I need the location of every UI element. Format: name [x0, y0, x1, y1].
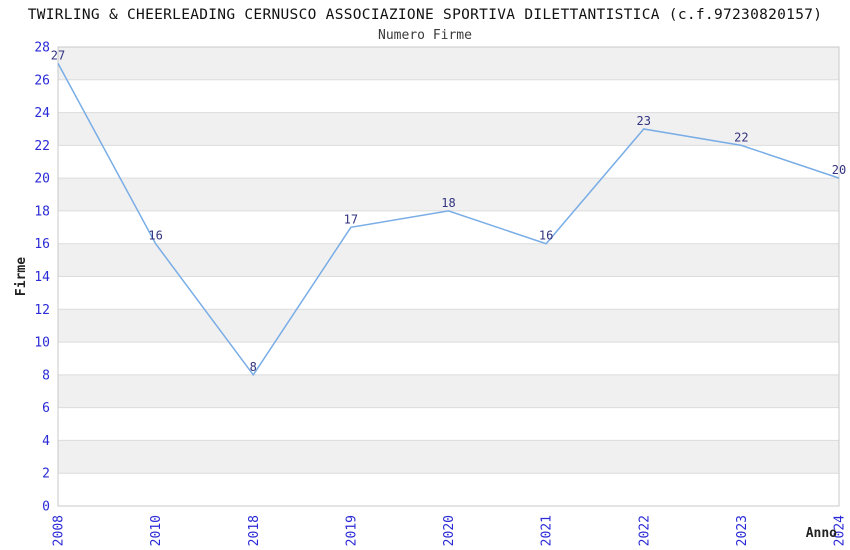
y-axis-title: Firme	[14, 257, 29, 296]
y-tick-label: 26	[34, 73, 50, 88]
x-tick-label: 2008	[52, 515, 67, 546]
plot-band	[58, 243, 839, 277]
y-tick-label: 12	[34, 303, 50, 318]
y-tick-label: 2	[42, 467, 50, 482]
y-tick-label: 14	[34, 270, 50, 285]
x-tick-label: 2023	[735, 515, 750, 546]
x-tick-label: 2019	[344, 515, 359, 546]
plot-band	[58, 440, 839, 474]
y-tick-label: 6	[42, 401, 50, 416]
plot-border	[57, 46, 840, 507]
series-line	[57, 63, 840, 377]
data-label: 22	[734, 130, 748, 144]
x-tick-label: 2022	[637, 515, 652, 546]
y-tick-label: 18	[34, 204, 50, 219]
y-tick-label: 22	[34, 139, 50, 154]
data-label: 20	[832, 163, 846, 177]
x-tick-label: 2021	[540, 515, 555, 546]
y-tick-label: 4	[42, 434, 50, 449]
y-tick-label: 28	[34, 41, 50, 56]
y-tick-label: 24	[34, 106, 50, 121]
data-label: 18	[441, 196, 455, 210]
y-tick-label: 20	[34, 172, 50, 187]
plot-band	[58, 374, 839, 408]
plot-band	[58, 47, 839, 80]
y-tick-label: 10	[34, 336, 50, 351]
x-tick-label: 2018	[247, 515, 262, 546]
data-label: 23	[637, 114, 651, 128]
x-tick-label: 2020	[442, 515, 457, 546]
x-tick-label: 2010	[149, 515, 164, 546]
plot-band	[58, 112, 839, 146]
y-tick-label: 0	[42, 500, 50, 515]
plot-band	[58, 309, 839, 343]
chart-subtitle: Numero Firme	[378, 28, 472, 43]
y-tick-label: 16	[34, 237, 50, 252]
data-label: 27	[51, 48, 65, 62]
chart-title: TWIRLING & CHEERLEADING CERNUSCO ASSOCIA…	[27, 7, 823, 23]
y-tick-label: 8	[42, 368, 50, 383]
data-label: 17	[344, 212, 358, 226]
plot-band	[58, 178, 839, 211]
data-label: 16	[539, 229, 553, 243]
data-label: 16	[148, 229, 162, 243]
data-label: 8	[250, 360, 257, 374]
x-axis-title: Anno	[806, 526, 837, 541]
x-tick-label: 2024	[833, 515, 848, 546]
